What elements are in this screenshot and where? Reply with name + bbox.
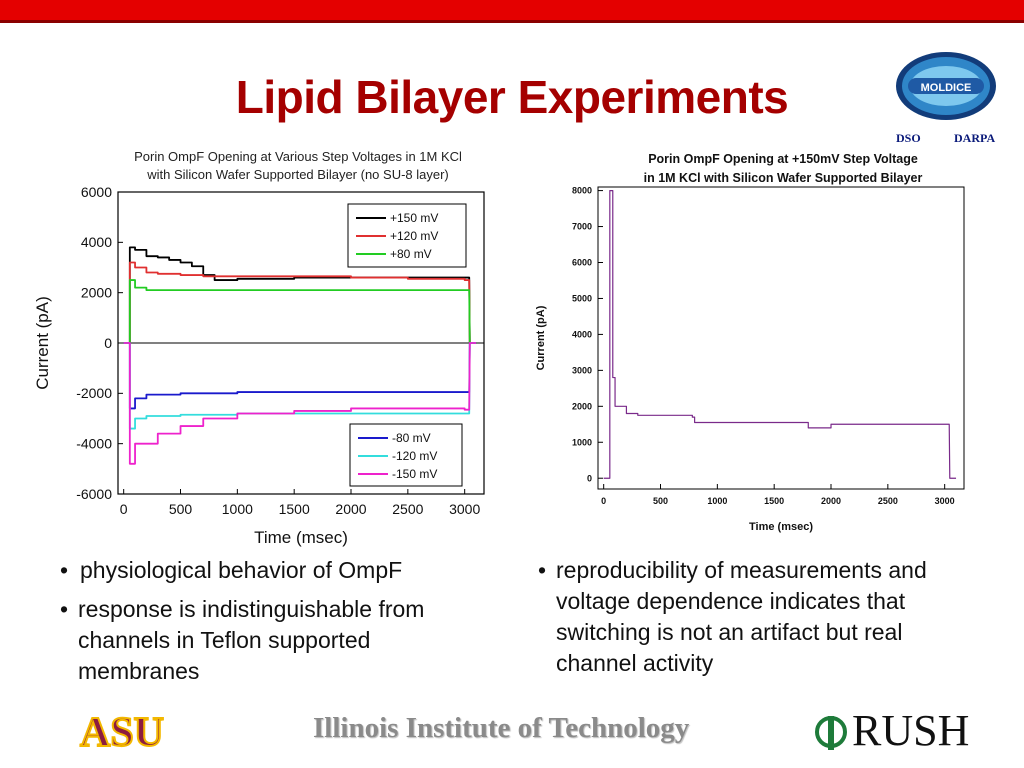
left-chart: Porin OmpF Opening at Various Step Volta… (33, 149, 485, 547)
left-chart-title: Porin OmpF Opening at Various Step Volta… (134, 149, 462, 182)
rc-xtick-label: 0 (601, 496, 606, 506)
rc-xtick-label: 1500 (764, 496, 784, 506)
darpa-label: DARPA (954, 131, 996, 145)
svg-text:ASU: ASU (80, 710, 164, 754)
lc-ytick-label: 6000 (81, 184, 112, 200)
rc-ytick-label: 6000 (572, 258, 592, 268)
lc-ytick-label: -2000 (76, 385, 112, 401)
rc-ytick-label: 4000 (572, 330, 592, 340)
rc-ytick-label: 5000 (572, 294, 592, 304)
lc-legend-label: -150 mV (392, 467, 437, 481)
slide-title: Lipid Bilayer Experiments (235, 71, 789, 123)
rc-ytick-label: 0 (587, 473, 592, 483)
lc-ytick-label: -4000 (76, 436, 112, 452)
left-bullet-1: • physiological behavior of OmpF (60, 557, 403, 583)
lc-legend-label: +150 mV (390, 211, 438, 225)
right-bullet-1: • reproducibility of measurements and vol… (538, 557, 927, 676)
rc-ytick-label: 3000 (572, 366, 592, 376)
rc-xtick-label: 1000 (707, 496, 727, 506)
rc-xtick-label: 3000 (935, 496, 955, 506)
rc-ytick-label: 1000 (572, 437, 592, 447)
asu-logo: ASU (78, 708, 166, 754)
right-bullet-list: • reproducibility of measurements and vol… (538, 555, 978, 687)
lc-series-line-2 (123, 261, 477, 344)
right-x-axis-label: Time (msec) (749, 521, 813, 533)
lc-ytick-label: 0 (104, 335, 112, 351)
svg-text:with Silicon Wafer Supported B: with Silicon Wafer Supported Bilayer (no… (146, 167, 449, 182)
right-chart-title: Porin OmpF Opening at +150mV Step Voltag… (644, 152, 923, 185)
rc-series-line-1 (603, 189, 957, 479)
svg-text:Porin OmpF Opening at Various: Porin OmpF Opening at Various Step Volta… (134, 149, 462, 164)
lc-legend-label: -120 mV (392, 449, 437, 463)
lc-xtick-label: 0 (120, 501, 128, 517)
svg-text:MOLDICE: MOLDICE (921, 82, 972, 94)
svg-text:in 1M KCl with Silicon Wafer S: in 1M KCl with Silicon Wafer Supported B… (644, 171, 923, 185)
lc-xtick-label: 1000 (222, 501, 253, 517)
rc-ytick-label: 8000 (572, 186, 592, 196)
lc-xtick-label: 2500 (392, 501, 423, 517)
lc-xtick-label: 500 (169, 501, 193, 517)
lc-ytick-label: -6000 (76, 486, 112, 502)
lc-ytick-label: 4000 (81, 234, 112, 250)
lc-ytick-label: 2000 (81, 285, 112, 301)
lc-xtick-label: 3000 (449, 501, 480, 517)
left-bullet-list: • physiological behavior of OmpF • respons… (60, 555, 490, 695)
lc-legend-label: -80 mV (392, 431, 431, 445)
iit-wordmark: Illinois Institute of Technology (313, 712, 690, 744)
left-x-axis-label: Time (msec) (254, 528, 348, 547)
right-y-axis-label: Current (pA) (535, 305, 547, 370)
rc-xtick-label: 2500 (878, 496, 898, 506)
right-chart: Porin OmpF Opening at +150mV Step Voltag… (535, 152, 965, 533)
left-bullet-2: • response is indistinguishable from chan… (60, 596, 425, 684)
rc-ytick-label: 2000 (572, 401, 592, 411)
lc-legend-label: +80 mV (390, 247, 432, 261)
lc-xtick-label: 1500 (279, 501, 310, 517)
lc-series-line-6 (123, 342, 477, 465)
rc-xtick-label: 500 (653, 496, 668, 506)
top-red-bar (0, 0, 1024, 20)
lc-series-line-3 (123, 279, 477, 344)
moldice-logo: MOLDICE (896, 52, 996, 120)
lc-legend-label: +120 mV (390, 229, 438, 243)
rush-wordmark: RUSH (852, 706, 970, 755)
dso-label: DSO (896, 131, 921, 145)
svg-text:Porin OmpF Opening at +150mV S: Porin OmpF Opening at +150mV Step Voltag… (648, 152, 918, 166)
right-plot-frame (597, 186, 965, 490)
left-y-axis-label: Current (pA) (33, 296, 52, 390)
top-dark-line (0, 20, 1024, 23)
lc-xtick-label: 2000 (335, 501, 366, 517)
rc-ytick-label: 7000 (572, 222, 592, 232)
rush-tree-icon (815, 716, 847, 750)
rc-xtick-label: 2000 (821, 496, 841, 506)
